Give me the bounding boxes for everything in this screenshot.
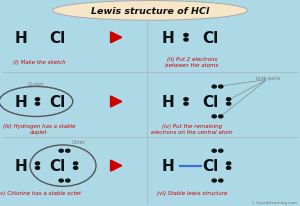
Text: Cl: Cl (202, 31, 218, 46)
Circle shape (212, 115, 216, 118)
Text: H: H (162, 158, 174, 173)
Text: (iii) Hydrogen has a stable
duplet: (iii) Hydrogen has a stable duplet (3, 123, 75, 134)
Text: Cl: Cl (49, 95, 65, 109)
Circle shape (226, 162, 231, 165)
Text: Cl: Cl (49, 31, 65, 46)
Text: H: H (15, 31, 27, 46)
Circle shape (66, 179, 70, 182)
Circle shape (35, 103, 40, 106)
Circle shape (184, 34, 188, 37)
Text: H: H (162, 95, 174, 109)
Circle shape (219, 150, 223, 152)
Text: H: H (15, 95, 27, 109)
Text: Octet: Octet (71, 140, 85, 145)
Circle shape (212, 150, 216, 152)
Text: Cl: Cl (202, 158, 218, 173)
Circle shape (59, 150, 63, 152)
Text: (vi) Stable lewis structure: (vi) Stable lewis structure (157, 190, 227, 195)
Text: © knordslearning.com: © knordslearning.com (251, 200, 297, 204)
Circle shape (219, 179, 223, 182)
Circle shape (66, 150, 70, 152)
Text: lone pairs: lone pairs (256, 76, 280, 81)
Circle shape (219, 86, 223, 89)
Text: Cl: Cl (202, 95, 218, 109)
Circle shape (35, 98, 40, 101)
Text: Cl: Cl (49, 158, 65, 173)
Text: (iv) Put the remaining
electrons on the central atom: (iv) Put the remaining electrons on the … (151, 123, 233, 134)
Circle shape (184, 39, 188, 42)
Circle shape (226, 167, 231, 170)
Circle shape (212, 179, 216, 182)
Circle shape (35, 162, 40, 165)
Text: H: H (15, 158, 27, 173)
Text: (i) Make the sketch: (i) Make the sketch (13, 59, 65, 64)
Text: (ii) Put 2 electrons
between the atoms: (ii) Put 2 electrons between the atoms (165, 56, 219, 67)
Circle shape (184, 103, 188, 106)
Circle shape (219, 115, 223, 118)
Circle shape (226, 98, 231, 101)
Text: Duplet: Duplet (28, 82, 44, 87)
Circle shape (35, 167, 40, 170)
Circle shape (59, 179, 63, 182)
Circle shape (74, 167, 78, 170)
Circle shape (212, 86, 216, 89)
Text: H: H (162, 31, 174, 46)
Ellipse shape (52, 2, 247, 21)
Circle shape (226, 103, 231, 106)
Text: (v) Chlorine has a stable octet: (v) Chlorine has a stable octet (0, 190, 80, 195)
Circle shape (184, 98, 188, 101)
Text: Lewis structure of HCl: Lewis structure of HCl (91, 7, 209, 16)
Circle shape (74, 162, 78, 165)
